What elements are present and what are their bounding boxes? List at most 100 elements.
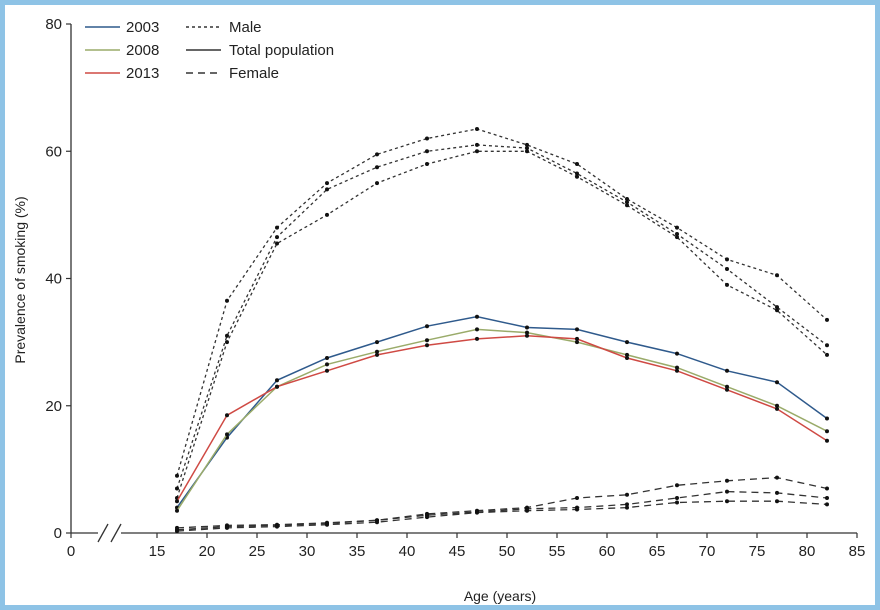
data-point <box>175 529 179 534</box>
series-line <box>176 476 828 531</box>
series-line <box>176 500 828 532</box>
data-point <box>525 149 529 154</box>
legend: 2003 2008 2013 Male Total population Female <box>85 19 334 82</box>
legend-label-solid: Total population <box>229 42 334 59</box>
x-axis-title: Age (years) <box>464 588 536 604</box>
series-line <box>176 128 828 476</box>
data-point <box>325 368 329 373</box>
data-point <box>575 340 579 345</box>
data-point <box>625 505 629 510</box>
x-tick-label: 75 <box>749 543 766 560</box>
data-point <box>675 500 679 505</box>
data-point <box>675 351 679 356</box>
data-point <box>725 489 729 494</box>
x-tick-label: 60 <box>599 543 616 560</box>
series-line <box>176 490 828 529</box>
data-point <box>225 525 229 530</box>
data-point <box>475 314 479 319</box>
data-point <box>725 499 729 504</box>
series-female-2003 <box>175 475 829 532</box>
x-tick-label: 50 <box>499 543 516 560</box>
data-point <box>225 413 229 418</box>
data-point <box>375 520 379 525</box>
y-tick-label: 80 <box>45 16 62 33</box>
data-point <box>775 308 779 313</box>
data-point <box>375 181 379 186</box>
data-point <box>825 438 829 443</box>
series-line <box>176 315 828 509</box>
data-point <box>425 136 429 141</box>
data-point <box>275 384 279 389</box>
data-point <box>375 152 379 157</box>
legend-label-2013: 2013 <box>126 65 159 82</box>
data-point <box>825 502 829 507</box>
series-line <box>176 328 828 512</box>
series-total-2008 <box>175 327 829 513</box>
data-point <box>375 340 379 345</box>
data-point <box>825 343 829 348</box>
data-point <box>775 380 779 385</box>
data-point <box>825 486 829 491</box>
data-point <box>325 181 329 186</box>
data-point <box>325 356 329 360</box>
legend-label-dashed: Female <box>229 65 279 82</box>
data-point <box>725 368 729 373</box>
legend-label-2003: 2003 <box>126 19 159 36</box>
y-tick-label: 20 <box>45 398 62 415</box>
data-point <box>225 333 229 338</box>
data-point <box>775 305 779 310</box>
data-point <box>675 483 679 488</box>
data-point <box>475 327 479 332</box>
data-point <box>725 257 729 262</box>
data-point <box>775 406 779 411</box>
y-tick-label: 40 <box>45 271 62 288</box>
data-point <box>175 508 179 513</box>
data-point <box>525 333 529 338</box>
data-point <box>775 490 779 495</box>
data-point <box>525 330 529 335</box>
data-point <box>375 352 379 357</box>
data-point <box>175 473 179 478</box>
series-total-2013 <box>175 333 829 504</box>
y-tick-label: 60 <box>45 143 62 160</box>
data-point <box>725 282 729 287</box>
data-point <box>525 146 529 151</box>
series-male-2008 <box>175 142 829 491</box>
x-tick-label: 30 <box>299 543 316 560</box>
data-point <box>675 368 679 373</box>
data-point <box>575 171 579 176</box>
x-tick-label: 65 <box>649 543 666 560</box>
data-point <box>675 365 679 370</box>
axis-break-mark <box>110 523 122 543</box>
x-tick-label: 80 <box>799 543 816 560</box>
x-tick-label: 20 <box>199 543 216 560</box>
x-tick-label: 70 <box>699 543 716 560</box>
data-point <box>675 496 679 500</box>
data-point <box>475 510 479 515</box>
data-point <box>425 515 429 520</box>
x-tick-label: 55 <box>549 543 566 560</box>
data-point <box>325 362 329 367</box>
data-point <box>675 225 679 230</box>
data-point <box>425 324 429 329</box>
x-tick-label: 0 <box>67 543 75 560</box>
data-point <box>625 502 629 507</box>
data-point <box>825 429 829 434</box>
axis-break-mark <box>97 523 109 543</box>
data-point <box>575 327 579 332</box>
data-point <box>775 273 779 278</box>
data-point <box>625 197 629 201</box>
data-point <box>725 384 729 389</box>
data-point <box>725 478 729 483</box>
data-point <box>575 496 579 500</box>
y-axis-title: Prevalence of smoking (%) <box>12 196 28 363</box>
data-point <box>225 298 229 303</box>
x-tick-label: 25 <box>249 543 266 560</box>
series-layer <box>175 127 829 534</box>
data-point <box>325 212 329 217</box>
chart-axes: 0 20 40 60 80 0 15 20 25 30 35 40 45 50 55 60 65 70 75 80 85 <box>45 16 865 560</box>
data-point <box>275 241 279 246</box>
data-point <box>775 403 779 408</box>
